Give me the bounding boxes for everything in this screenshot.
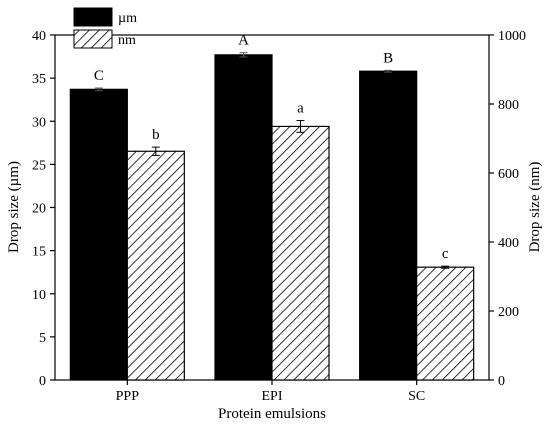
- bars-layer: Cb Aa Bc: [69, 33, 475, 381]
- left-tick-label: 25: [32, 158, 46, 173]
- legend-label-um: µm: [118, 11, 137, 26]
- x-tick-label: EPI: [262, 389, 283, 404]
- right-tick-label: 0: [498, 374, 505, 389]
- significance-label: b: [152, 127, 160, 143]
- x-tick-label: SC: [408, 389, 425, 404]
- legend: µm nm: [73, 7, 137, 49]
- right-axis: 0 200 400 600 800 1000: [489, 29, 526, 389]
- left-tick-label: 40: [32, 29, 46, 44]
- legend-label-nm: nm: [118, 33, 136, 48]
- left-tick-label: 5: [39, 331, 46, 346]
- significance-label: B: [383, 50, 393, 66]
- bar-um: [214, 54, 273, 381]
- left-axis-title: Drop size (µm): [6, 161, 22, 253]
- left-tick-label: 20: [32, 202, 46, 217]
- legend-swatch-nm: [73, 29, 113, 49]
- bar-nm: [416, 266, 475, 381]
- bar-um: [359, 70, 418, 381]
- significance-label: C: [94, 68, 104, 84]
- left-axis: 0 5 10 15 20 25 30 35 40: [32, 29, 55, 389]
- legend-swatch-um: [73, 7, 113, 27]
- significance-label: A: [238, 33, 249, 49]
- right-tick-label: 1000: [498, 29, 526, 44]
- left-tick-label: 15: [32, 245, 46, 260]
- left-tick-label: 30: [32, 115, 46, 130]
- bar-nm: [271, 125, 330, 381]
- bar-nm: [126, 150, 185, 381]
- right-tick-label: 200: [498, 305, 519, 320]
- bar-um: [69, 88, 128, 381]
- right-tick-label: 800: [498, 98, 519, 113]
- significance-label: c: [442, 246, 449, 262]
- right-axis-title: Drop size (nm): [527, 162, 543, 253]
- right-tick-label: 400: [498, 236, 519, 251]
- left-tick-label: 0: [39, 374, 46, 389]
- x-axis-title: Protein emulsions: [218, 406, 326, 422]
- x-axis: PPP EPI SC: [116, 380, 425, 404]
- left-tick-label: 10: [32, 288, 46, 303]
- x-tick-label: PPP: [116, 389, 140, 404]
- right-tick-label: 600: [498, 167, 519, 182]
- significance-label: a: [297, 101, 304, 117]
- left-tick-label: 35: [32, 72, 46, 87]
